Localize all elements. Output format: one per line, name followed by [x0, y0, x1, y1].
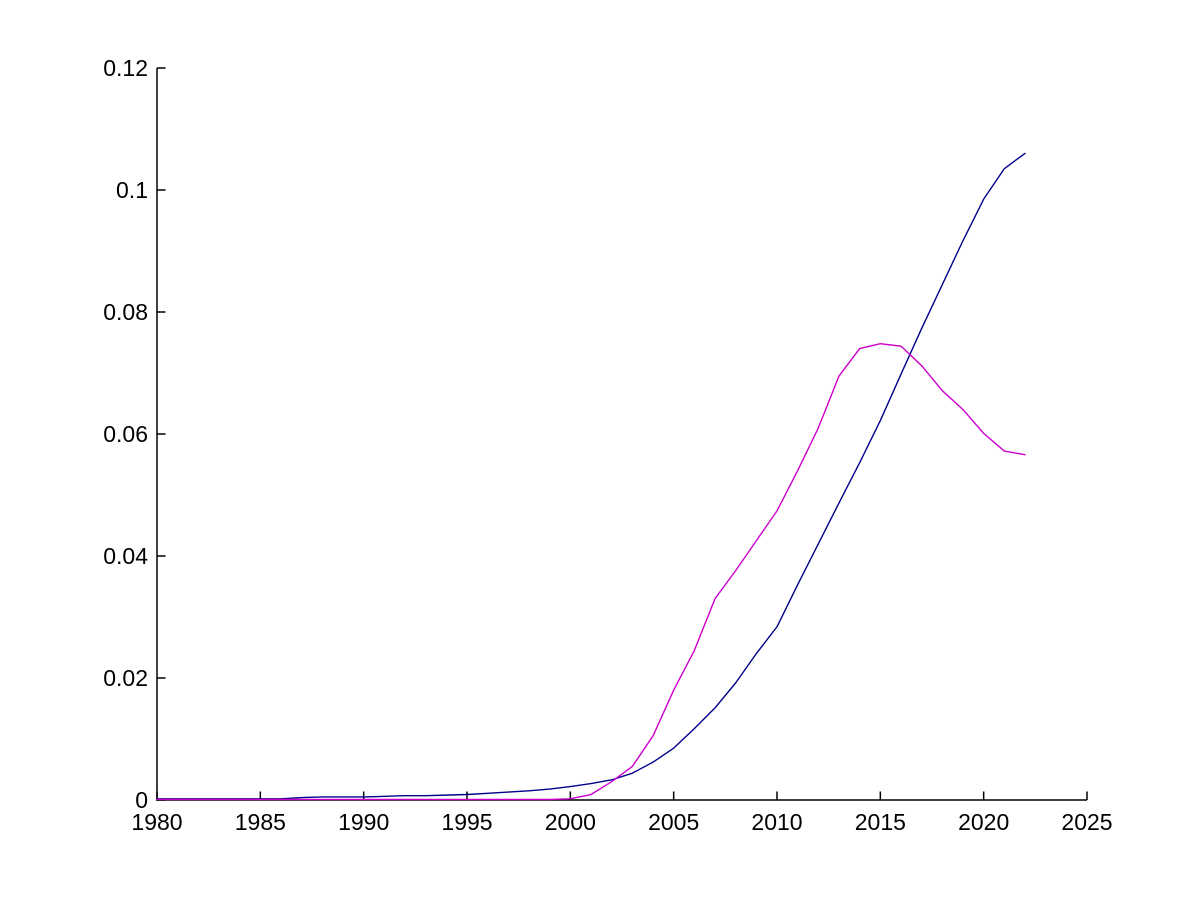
- x-tick-label: 1985: [235, 809, 286, 835]
- x-tick-label: 2020: [958, 809, 1009, 835]
- x-tick-label: 2025: [1061, 809, 1112, 835]
- x-tick-label: 1980: [131, 809, 182, 835]
- x-tick-label: 1990: [338, 809, 389, 835]
- x-tick-label: 1995: [441, 809, 492, 835]
- series-dark-blue-line: [156, 152, 1026, 800]
- y-tick-label: 0.02: [103, 665, 148, 691]
- y-tick-label: 0: [135, 787, 148, 813]
- y-tick-label: 0.08: [103, 299, 148, 325]
- series-magenta-line: [156, 343, 1026, 801]
- x-tick-label: 2010: [751, 809, 802, 835]
- y-tick-label: 0.1: [116, 177, 148, 203]
- x-tick-label: 2015: [855, 809, 906, 835]
- y-tick-label: 0.06: [103, 421, 148, 447]
- x-tick-label: 2000: [545, 809, 596, 835]
- y-tick-label: 0.12: [103, 55, 148, 81]
- x-tick-label: 2005: [648, 809, 699, 835]
- y-tick-label: 0.04: [103, 543, 148, 569]
